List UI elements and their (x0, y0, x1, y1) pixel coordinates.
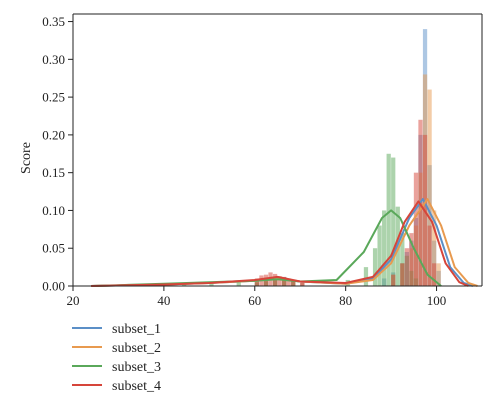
histogram-bar-subset_4 (404, 248, 409, 286)
histogram-bar-subset_4 (254, 278, 260, 286)
y-tick-label: 0.00 (42, 279, 65, 294)
histogram-bar-subset_3 (386, 153, 391, 286)
histogram-bar-subset_4 (282, 276, 287, 286)
histogram-bar-subset_4 (300, 282, 305, 286)
legend-label-subset_3: subset_3 (112, 360, 161, 375)
histogram-bar-subset_3 (377, 225, 382, 286)
y-tick-label: 0.35 (42, 14, 65, 29)
legend: subset_1 subset_2 subset_3 subset_4 (72, 322, 161, 394)
histogram-bar-subset_4 (427, 225, 432, 286)
histogram-bar-subset_4 (432, 263, 437, 286)
y-tick-label: 0.10 (42, 203, 65, 218)
histogram-bar-subset_4 (391, 274, 396, 286)
x-tick-label: 40 (157, 293, 170, 308)
y-tick-label: 0.05 (42, 241, 65, 256)
histogram-bar-subset_4 (400, 263, 405, 286)
histogram-bar-subset_4 (277, 276, 282, 286)
histogram-bar-subset_3 (209, 282, 214, 286)
density-curve-subset_4 (91, 200, 469, 287)
y-axis-title: Score (19, 142, 34, 174)
x-tick-label: 20 (67, 293, 80, 308)
x-tick-label: 60 (248, 293, 261, 308)
histogram-bar-subset_2 (432, 210, 437, 286)
x-tick-label: 80 (339, 293, 352, 308)
legend-label-subset_2: subset_2 (112, 341, 161, 356)
density-curves-layer (91, 198, 478, 287)
y-tick-label: 0.15 (42, 165, 65, 180)
histogram-bar-subset_3 (382, 210, 387, 286)
histogram-bar-subset_3 (363, 267, 369, 286)
histogram-bar-subset_4 (413, 172, 419, 286)
y-tick-label: 0.25 (42, 90, 65, 105)
histogram-bar-subset_4 (409, 233, 414, 286)
histogram-bars-layer (182, 29, 441, 287)
histogram-bar-subset_3 (236, 281, 241, 286)
x-tick-label: 100 (427, 293, 447, 308)
histogram-bar-subset_3 (182, 284, 187, 286)
y-tick-label: 0.20 (42, 127, 65, 142)
histogram-bar-subset_2 (427, 89, 432, 286)
histogram-bar-subset_3 (391, 157, 396, 286)
histogram-bar-subset_2 (436, 263, 441, 286)
axis-ticks: 20 40 60 80 100 0.00 0.05 0.10 0.15 0.20 0.25 0.30 0… (42, 14, 446, 308)
y-tick-label: 0.30 (42, 52, 65, 67)
legend-label-subset_4: subset_4 (112, 379, 161, 394)
histogram-bar-subset_3 (400, 233, 405, 286)
histogram-bar-subset_4 (291, 279, 296, 286)
histogram-bar-subset_3 (372, 248, 378, 286)
histogram-bar-subset_4 (286, 278, 291, 286)
legend-label-subset_1: subset_1 (112, 322, 161, 337)
